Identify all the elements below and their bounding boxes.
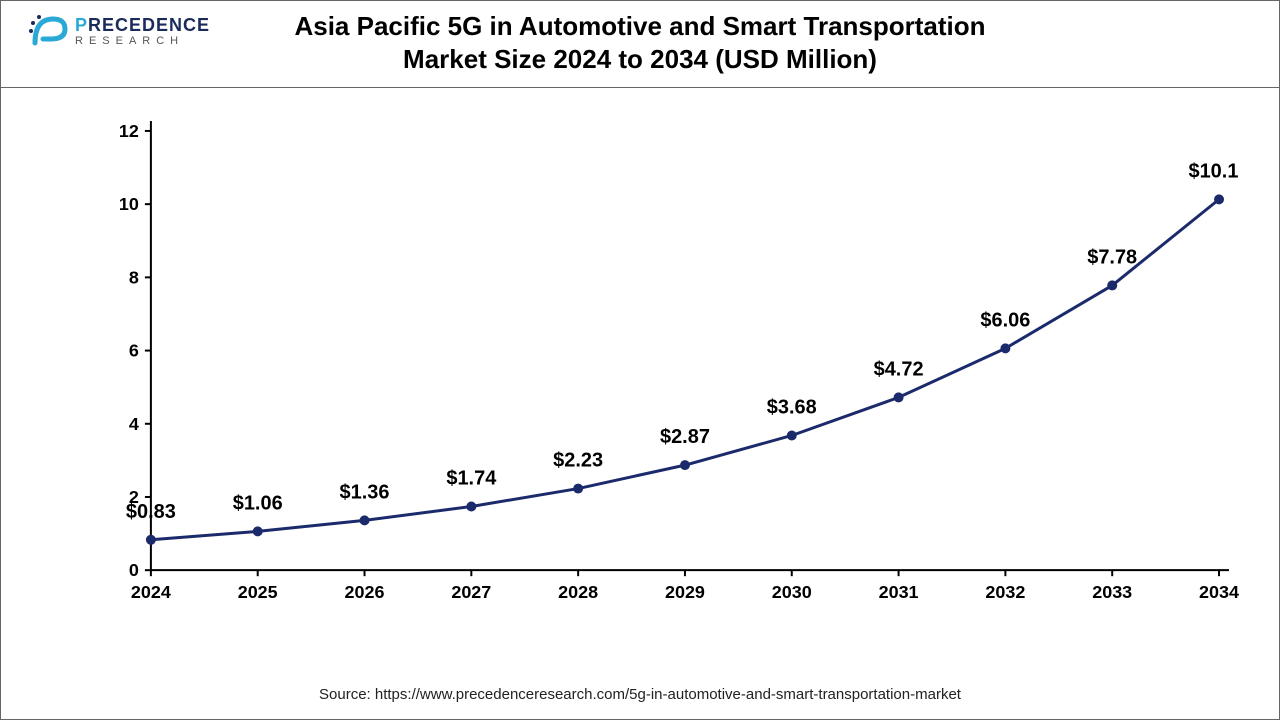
data-point [573,484,583,494]
y-tick-label: 4 [129,414,139,434]
x-tick-label: 2028 [558,582,598,602]
x-tick-label: 2026 [345,582,385,602]
y-tick-label: 10 [119,194,139,214]
x-tick-label: 2034 [1199,582,1239,602]
data-point [787,430,797,440]
data-point [1000,343,1010,353]
chart-frame: PRECEDENCE RESEARCH Asia Pacific 5G in A… [0,0,1280,720]
data-label: $7.78 [1087,246,1137,268]
source-footer: Source: https://www.precedenceresearch.c… [1,686,1279,703]
x-tick-label: 2031 [879,582,919,602]
x-tick-label: 2033 [1092,582,1132,602]
data-point [680,460,690,470]
data-label: $1.74 [446,468,496,490]
data-label: $10.13 [1189,160,1239,182]
x-tick-label: 2027 [451,582,491,602]
chart-svg: 0246810122024202520262027202820292030203… [91,101,1239,630]
x-tick-label: 2024 [131,582,171,602]
title-line-2: Market Size 2024 to 2034 (USD Million) [1,44,1279,75]
data-point [146,535,156,545]
series-line [151,199,1219,539]
x-tick-label: 2030 [772,582,812,602]
title-divider [1,87,1279,88]
data-label: $1.06 [233,492,283,514]
data-label: $0.83 [126,501,176,523]
data-point [1214,194,1224,204]
x-tick-label: 2025 [238,582,278,602]
y-tick-label: 6 [129,341,139,361]
data-label: $2.23 [553,450,603,472]
data-point [1107,280,1117,290]
y-tick-label: 8 [129,267,139,287]
title-line-1: Asia Pacific 5G in Automotive and Smart … [1,11,1279,42]
x-tick-label: 2029 [665,582,705,602]
data-point [253,526,263,536]
data-label: $6.06 [980,309,1030,331]
y-tick-label: 0 [129,560,139,580]
y-tick-label: 12 [119,121,139,141]
data-label: $4.72 [874,358,924,380]
data-label: $3.68 [767,397,817,419]
data-point [360,515,370,525]
data-point [894,392,904,402]
chart-title: Asia Pacific 5G in Automotive and Smart … [1,11,1279,75]
x-tick-label: 2032 [985,582,1025,602]
line-chart: 0246810122024202520262027202820292030203… [91,101,1239,629]
data-point [466,502,476,512]
data-label: $2.87 [660,426,710,448]
data-label: $1.36 [340,481,390,503]
